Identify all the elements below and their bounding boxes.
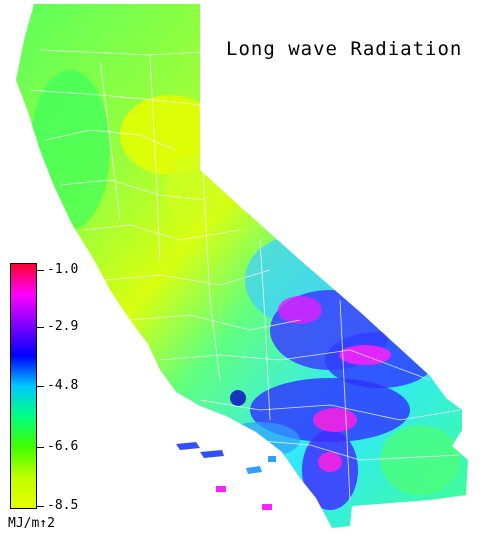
legend-tick-label: -2.9	[47, 319, 79, 334]
map-title: Long wave Radiation	[226, 38, 463, 60]
legend-unit: MJ/m↑2	[8, 516, 55, 531]
channel-islands	[176, 442, 276, 510]
legend-tick-mark	[37, 327, 44, 328]
legend-tick-label: -6.6	[47, 439, 79, 454]
legend-tick-label: -1.0	[47, 262, 79, 277]
legend-colorbar	[10, 263, 37, 509]
legend-tick-label: -4.8	[47, 378, 79, 393]
legend-tick-label: -8.5	[47, 498, 79, 513]
legend-tick-mark	[37, 386, 44, 387]
legend-tick-mark	[37, 270, 44, 271]
county-boundaries	[29, 49, 461, 501]
legend-tick-mark	[37, 447, 44, 448]
legend-tick-mark	[37, 506, 44, 507]
